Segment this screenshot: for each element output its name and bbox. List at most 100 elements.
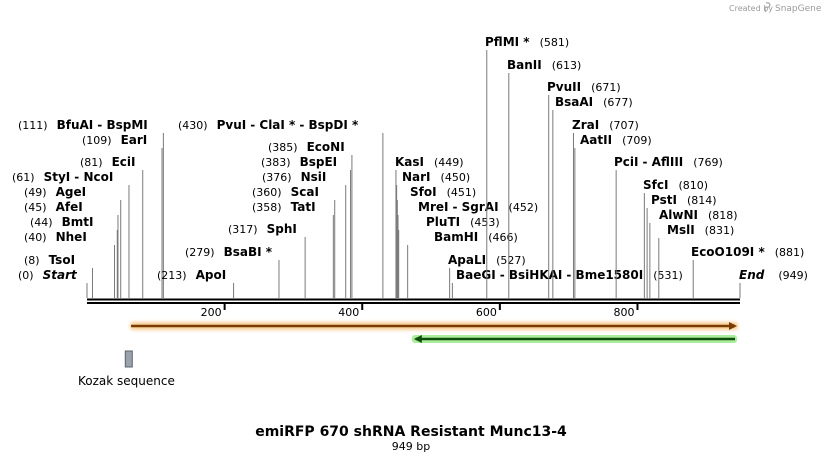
site-position: (8) (24, 254, 40, 267)
site-position: (814) (687, 194, 717, 207)
sequence-backbone (87, 298, 740, 304)
site-enzyme-name: ZraI (572, 118, 599, 132)
site-label: BsaAI (677) (555, 95, 633, 109)
site-label: (376) NsiI (262, 170, 326, 184)
site-bsaai: BsaAI (677) (552, 95, 633, 298)
site-label: BanII (613) (507, 58, 581, 72)
site-enzyme-name: SgrAI (462, 200, 499, 214)
site-position: (376) (262, 171, 292, 184)
site-eari: (109) EarI (82, 133, 163, 298)
tick-label: 800 (613, 306, 634, 319)
site-pcii: PciI - AflIII (769) (614, 155, 723, 298)
kozak-feature-box[interactable] (124, 350, 133, 368)
site-banii: BanII (613) (507, 58, 581, 298)
site-enzyme-name: EarI (121, 133, 148, 147)
site-enzyme-name: BsaAI (555, 95, 593, 109)
site-label: (0) Start (18, 268, 78, 282)
site-label: NarI (450) (402, 170, 470, 184)
site-label: PstI (814) (651, 193, 717, 207)
site-enzyme-name: NsiI (301, 170, 327, 184)
site-pvui: (430) PvuI - ClaI * - BspDI * (178, 118, 384, 298)
site-position: (818) (708, 209, 738, 222)
site-enzyme-name: PvuI (217, 118, 247, 132)
site-mrei: MreI - SgrAI (452) (397, 200, 538, 298)
site-position: (317) (228, 223, 258, 236)
site-separator: - (97, 118, 106, 132)
site-position: (810) (678, 179, 708, 192)
site-enzyme-name: PflMI * (485, 35, 530, 49)
site-enzyme-name: PluTI (426, 215, 460, 229)
site-position: (61) (12, 171, 35, 184)
site-position: (450) (441, 171, 471, 184)
site-position: (279) (185, 246, 215, 259)
site-pluti: PluTI (453) (398, 215, 500, 298)
site-position: (385) (268, 141, 298, 154)
site-position: (677) (603, 96, 633, 109)
site-label: (81) EciI (80, 155, 135, 169)
site-enzyme-name: EcoNI (307, 140, 345, 154)
site-position: (109) (82, 134, 112, 147)
site-label: (213) ApoI (157, 268, 226, 282)
site-position: (613) (552, 59, 582, 72)
site-label: (360) ScaI (252, 185, 319, 199)
site-position: (449) (434, 156, 464, 169)
site-label: (8) TsoI (24, 253, 75, 267)
site-start: (0) Start (18, 268, 88, 298)
site-position: (769) (693, 156, 723, 169)
site-label: (383) BspEI (261, 155, 337, 169)
site-msli: MslI (831) (658, 223, 734, 298)
site-label: SfoI (451) (410, 185, 476, 199)
site-position: (452) (509, 201, 539, 214)
green-arrow-head-icon (413, 335, 422, 343)
site-separator: - (643, 155, 652, 169)
site-apali: ApaLI (527) (448, 253, 526, 298)
site-label: ApaLI (527) (448, 253, 526, 267)
site-enzyme-name: ScaI (291, 185, 319, 199)
site-bmti: (44) BmtI (30, 215, 118, 298)
site-enzyme-name: TsoI (49, 253, 75, 267)
site-enzyme-name: BsaBI * (224, 245, 273, 259)
site-position: (40) (24, 231, 47, 244)
site-enzyme-name: TatI (291, 200, 316, 214)
site-label: End (949) (739, 268, 808, 282)
site-enzyme-name: NcoI (83, 170, 113, 184)
site-label: (279) BsaBI * (185, 245, 273, 259)
tick-label: 200 (201, 306, 222, 319)
site-kasi: KasI (449) (395, 155, 464, 298)
snapgene-logo-icon (764, 2, 771, 13)
features-layer (124, 322, 738, 368)
site-enzyme-name: MslI (667, 223, 695, 237)
site-aatii: AatII (709) (574, 133, 652, 298)
site-label: PluTI (453) (426, 215, 500, 229)
tick-label: 400 (338, 306, 359, 319)
site-position: (671) (591, 81, 621, 94)
site-label: (111) BfuAI - BspMI (18, 118, 148, 132)
site-ecii: (81) EciI (80, 155, 144, 298)
site-enzyme-name: BmtI (62, 215, 94, 229)
site-bspei: (383) BspEI (261, 155, 352, 298)
site-label: (61) StyI - NcoI (12, 170, 113, 184)
site-apoi: (213) ApoI (157, 268, 235, 298)
site-label: AatII (709) (580, 133, 652, 147)
site-position: (531) (653, 269, 683, 282)
site-styi: (61) StyI - NcoI (12, 170, 130, 298)
map-title: emiRFP 670 shRNA Resistant Munc13-4 (255, 424, 567, 440)
site-position: (111) (18, 119, 48, 132)
site-label: SfcI (810) (643, 178, 708, 192)
site-label: (45) AfeI (24, 200, 83, 214)
site-label: PflMI * (581) (485, 35, 569, 49)
site-position: (430) (178, 119, 208, 132)
site-position: (45) (24, 201, 47, 214)
site-enzyme-name: NarI (402, 170, 431, 184)
site-enzyme-name: AfeI (56, 200, 83, 214)
site-position: (527) (496, 254, 526, 267)
site-label: MreI - SgrAI (452) (418, 200, 538, 214)
site-enzyme-name: ApaLI (448, 253, 486, 267)
site-enzyme-name: AgeI (56, 185, 86, 199)
site-enzyme-name: ClaI * (259, 118, 296, 132)
site-sfoi: SfoI (451) (396, 185, 476, 298)
site-position: (360) (252, 186, 282, 199)
site-position: (383) (261, 156, 291, 169)
site-label: (385) EcoNI (268, 140, 345, 154)
